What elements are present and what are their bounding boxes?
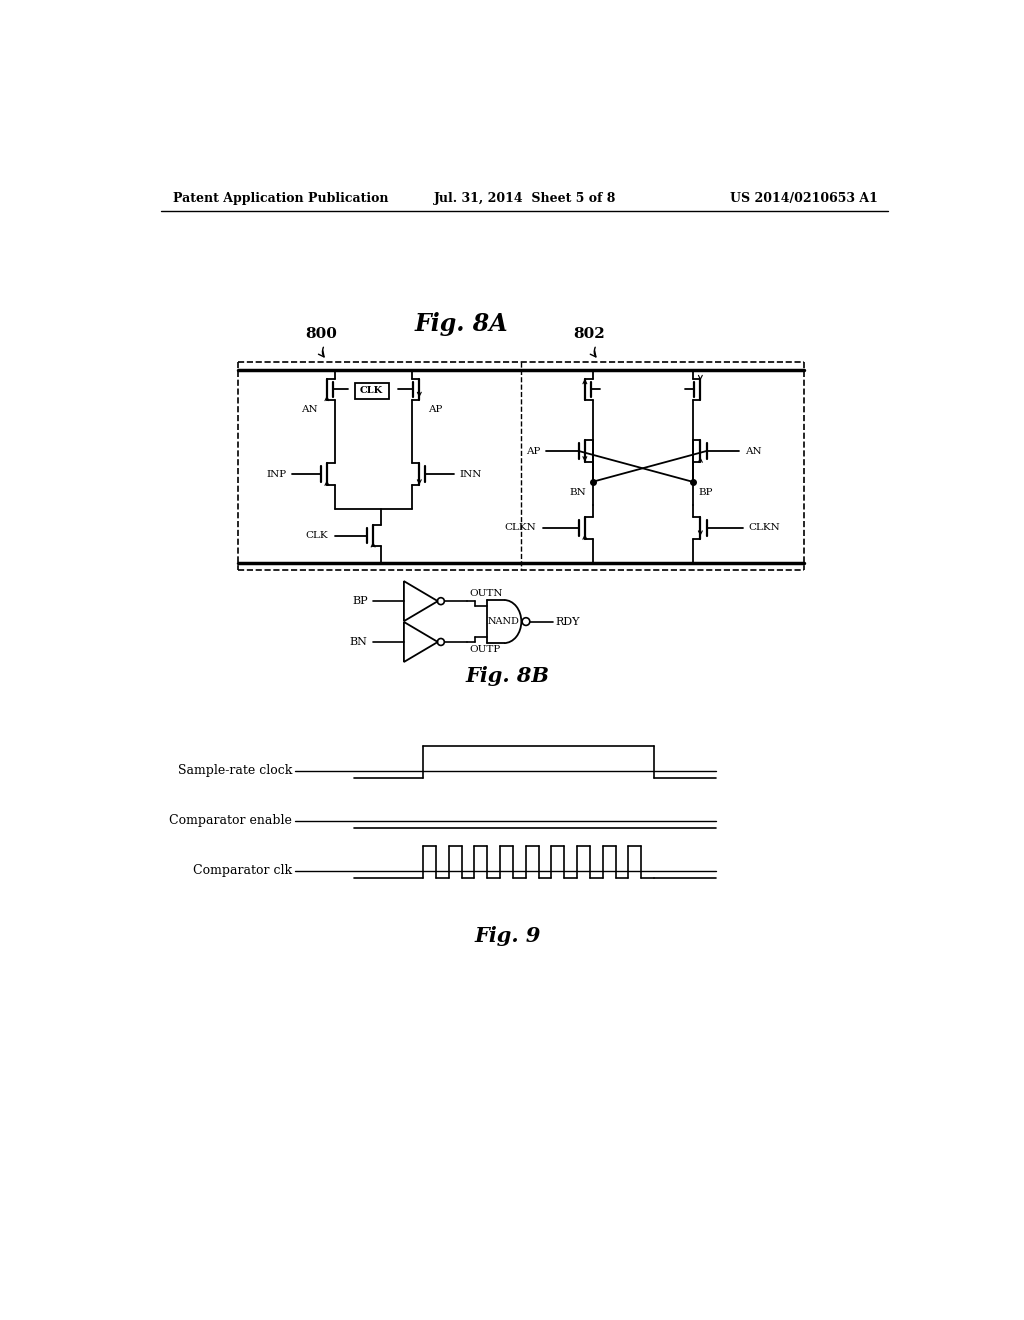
Text: Comparator clk: Comparator clk <box>194 865 292 878</box>
Text: RDY: RDY <box>556 616 581 627</box>
Text: INP: INP <box>266 470 287 479</box>
Text: Jul. 31, 2014  Sheet 5 of 8: Jul. 31, 2014 Sheet 5 of 8 <box>433 191 616 205</box>
Text: US 2014/0210653 A1: US 2014/0210653 A1 <box>729 191 878 205</box>
Text: OUTP: OUTP <box>469 645 501 655</box>
Text: BP: BP <box>698 488 714 498</box>
Text: AP: AP <box>526 446 541 455</box>
Text: AN: AN <box>301 405 317 414</box>
Text: BN: BN <box>350 638 368 647</box>
Text: 802: 802 <box>573 327 605 341</box>
Text: BP: BP <box>352 597 368 606</box>
Text: CLK: CLK <box>360 387 383 396</box>
Text: Fig. 8B: Fig. 8B <box>466 665 550 686</box>
Text: BN: BN <box>569 488 587 498</box>
Bar <box>354 383 388 399</box>
Text: CLK: CLK <box>306 531 329 540</box>
Text: AP: AP <box>429 405 443 414</box>
Text: Fig. 9: Fig. 9 <box>475 927 541 946</box>
Text: Comparator enable: Comparator enable <box>169 814 292 828</box>
Text: AN: AN <box>745 446 762 455</box>
Text: Sample-rate clock: Sample-rate clock <box>178 764 292 777</box>
Text: CLKN: CLKN <box>505 524 537 532</box>
Text: CLKN: CLKN <box>749 524 780 532</box>
Text: INN: INN <box>460 470 481 479</box>
Text: Fig. 8A: Fig. 8A <box>415 312 509 337</box>
Text: NAND: NAND <box>488 616 520 626</box>
Text: Patent Application Publication: Patent Application Publication <box>173 191 388 205</box>
Text: OUTN: OUTN <box>469 589 503 598</box>
Text: 800: 800 <box>305 327 338 341</box>
